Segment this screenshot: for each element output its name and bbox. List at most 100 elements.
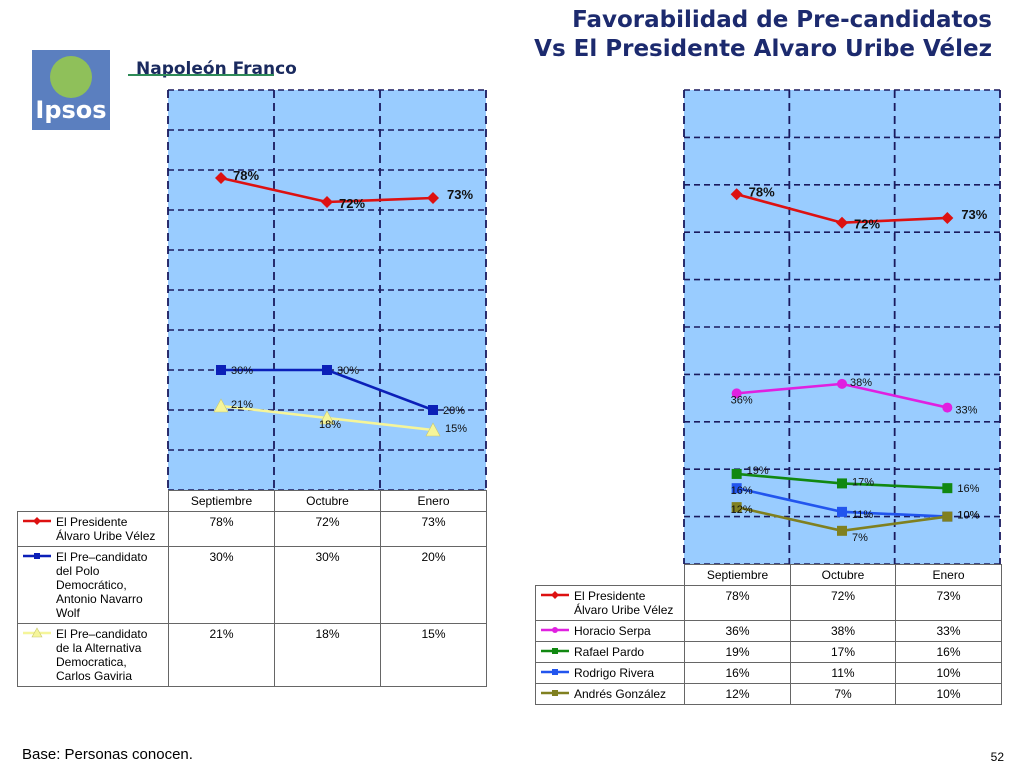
legend-marker-icon bbox=[23, 627, 51, 638]
table-row: Rafael Pardo 19% 17% 16% bbox=[535, 641, 1002, 663]
legend-marker-icon bbox=[23, 553, 51, 559]
legend-entry: Andrés González bbox=[535, 683, 685, 705]
page-number: 52 bbox=[990, 750, 1004, 764]
legend-marker-icon bbox=[541, 627, 569, 633]
data-label-el-presidente-alvaro-uribe-velez-2: 73% bbox=[961, 207, 987, 222]
table-header-cell: Octubre bbox=[274, 490, 381, 512]
table-value-cell: 33% bbox=[895, 620, 1002, 642]
table-value-cell: 11% bbox=[790, 662, 896, 684]
legend-marker-shape bbox=[34, 553, 40, 559]
table-value-cell: 38% bbox=[790, 620, 896, 642]
table-value-cell: 16% bbox=[895, 641, 1002, 663]
logo-globe-icon bbox=[50, 56, 92, 98]
data-point-el-presidente-alvaro-uribe-velez-0 bbox=[215, 172, 227, 184]
table-row: Andrés González 12% 7% 10% bbox=[535, 683, 1002, 705]
table-header-row: Septiembre Octubre Enero bbox=[18, 490, 487, 512]
legend-entry: El Pre–candidato del Polo Democrático, Anto… bbox=[17, 546, 169, 624]
legend-label-line: Democratica, bbox=[56, 655, 127, 669]
legend-label-line: El Pre–candidato bbox=[56, 550, 148, 564]
legend-label-line: El Presidente bbox=[56, 515, 128, 529]
legend-label-line: del Polo bbox=[56, 564, 100, 578]
legend-label: El Pre–candidato del Polo Democrático, Anto… bbox=[56, 550, 147, 620]
data-label-andres-gonzalez-1: 7% bbox=[852, 532, 868, 544]
legend-marker-icon bbox=[541, 669, 569, 675]
data-point-rafael-pardo-2 bbox=[942, 483, 953, 494]
data-label-horacio-serpa-1: 38% bbox=[850, 377, 872, 389]
legend-label-line: Álvaro Uribe Vélez bbox=[574, 603, 674, 617]
data-label-el-pre-candidato-de-la-alternativa-democ-0: 21% bbox=[231, 399, 253, 411]
data-label-el-presidente-alvaro-uribe-velez-0: 78% bbox=[233, 168, 259, 183]
legend-label: El Presidente Álvaro Uribe Vélez bbox=[56, 515, 155, 543]
data-point-el-presidente-alvaro-uribe-velez-2 bbox=[941, 211, 954, 224]
legend-entry: El Presidente Álvaro Uribe Vélez bbox=[535, 585, 685, 621]
table-value-cell: 72% bbox=[274, 511, 381, 547]
legend-entry: El Pre–candidato de la Alternativa Democra… bbox=[17, 623, 169, 687]
data-label-el-pre-candidato-del-polo-democratico-an-2: 20% bbox=[443, 405, 465, 417]
legend-label: Horacio Serpa bbox=[574, 624, 651, 638]
data-label-rafael-pardo-2: 16% bbox=[957, 483, 979, 495]
table-value-cell: 73% bbox=[895, 585, 1002, 621]
table-row: Horacio Serpa 36% 38% 33% bbox=[535, 620, 1002, 642]
table-value-cell: 19% bbox=[684, 641, 791, 663]
data-point-el-pre-candidato-del-polo-democratico-an-1 bbox=[322, 365, 332, 375]
data-point-horacio-serpa-2 bbox=[942, 402, 953, 413]
legend-marker-shape bbox=[552, 627, 558, 633]
data-label-andres-gonzalez-2: 10% bbox=[957, 510, 979, 522]
data-point-el-presidente-alvaro-uribe-velez-1 bbox=[321, 196, 333, 208]
data-point-horacio-serpa-0 bbox=[731, 388, 742, 399]
data-point-el-pre-candidato-de-la-alternativa-democ-0 bbox=[213, 398, 229, 413]
legend-label: Rodrigo Rivera bbox=[574, 666, 654, 680]
data-label-rodrigo-rivera-0: 16% bbox=[731, 485, 753, 497]
data-point-rafael-pardo-1 bbox=[837, 478, 847, 489]
legend-label: Rafael Pardo bbox=[574, 645, 644, 659]
legend-label-line: Horacio Serpa bbox=[574, 624, 651, 638]
title-line-1: Favorabilidad de Pre-candidatos bbox=[572, 7, 992, 33]
data-label-el-presidente-alvaro-uribe-velez-1: 72% bbox=[339, 196, 365, 211]
data-label-el-presidente-alvaro-uribe-velez-0: 78% bbox=[749, 184, 775, 199]
table-value-cell: 73% bbox=[380, 511, 487, 547]
legend-entry: Rafael Pardo bbox=[535, 641, 685, 663]
legend-marker-shape bbox=[552, 669, 558, 675]
table-header-cell: Septiembre bbox=[168, 490, 275, 512]
table-value-cell: 36% bbox=[684, 620, 791, 642]
table-row: El Presidente Álvaro Uribe Vélez 78% 72% 73% bbox=[535, 585, 1002, 621]
table-value-cell: 18% bbox=[274, 623, 381, 687]
table-value-cell: 17% bbox=[790, 641, 896, 663]
data-label-el-pre-candidato-de-la-alternativa-democ-1: 18% bbox=[319, 419, 341, 431]
legend-marker-shape bbox=[551, 591, 559, 599]
legend-marker-icon bbox=[541, 648, 569, 654]
data-point-andres-gonzalez-1 bbox=[837, 525, 847, 536]
base-note: Base: Personas conocen. bbox=[22, 746, 193, 763]
legend-marker-icon bbox=[23, 517, 51, 525]
legend-label-line: Andrés González bbox=[574, 687, 667, 701]
legend-label-line: El Pre–candidato bbox=[56, 627, 148, 641]
table-row: El Pre–candidato del Polo Democrático, Anto… bbox=[17, 546, 487, 624]
table-row: El Presidente Álvaro Uribe Vélez 78% 72% 73% bbox=[17, 511, 487, 547]
data-label-el-pre-candidato-del-polo-democratico-an-0: 30% bbox=[231, 365, 253, 377]
data-point-rodrigo-rivera-1 bbox=[837, 506, 847, 517]
legend-label-line: Rodrigo Rivera bbox=[574, 666, 655, 680]
legend-entry: Rodrigo Rivera bbox=[535, 662, 685, 684]
data-point-rafael-pardo-0 bbox=[731, 468, 742, 479]
table-value-cell: 10% bbox=[895, 662, 1002, 684]
data-label-horacio-serpa-0: 36% bbox=[731, 394, 753, 406]
data-table-left: Septiembre Octubre Enero El Presidente Álvar… bbox=[17, 490, 487, 687]
data-point-el-presidente-alvaro-uribe-velez-2 bbox=[427, 192, 439, 204]
table-value-cell: 72% bbox=[790, 585, 896, 621]
legend-entry: El Presidente Álvaro Uribe Vélez bbox=[17, 511, 169, 547]
data-point-andres-gonzalez-2 bbox=[942, 511, 953, 522]
data-table-right: Septiembre Octubre Enero El Presidente Álvar… bbox=[535, 564, 1002, 705]
data-point-el-presidente-alvaro-uribe-velez-0 bbox=[730, 188, 743, 201]
partner-underline bbox=[128, 74, 274, 76]
data-label-el-pre-candidato-del-polo-democratico-an-1: 30% bbox=[337, 365, 359, 377]
logo-text: Ipsos bbox=[35, 96, 107, 124]
table-value-cell: 16% bbox=[684, 662, 791, 684]
legend-label-line: Rafael Pardo bbox=[574, 645, 645, 659]
legend-marker-shape bbox=[552, 690, 558, 696]
table-value-cell: 7% bbox=[790, 683, 896, 705]
table-header-cell: Enero bbox=[380, 490, 487, 512]
legend-label: El Presidente Álvaro Uribe Vélez bbox=[574, 589, 673, 617]
legend-label-line: Álvaro Uribe Vélez bbox=[56, 529, 156, 543]
legend-marker-shape bbox=[33, 517, 41, 525]
